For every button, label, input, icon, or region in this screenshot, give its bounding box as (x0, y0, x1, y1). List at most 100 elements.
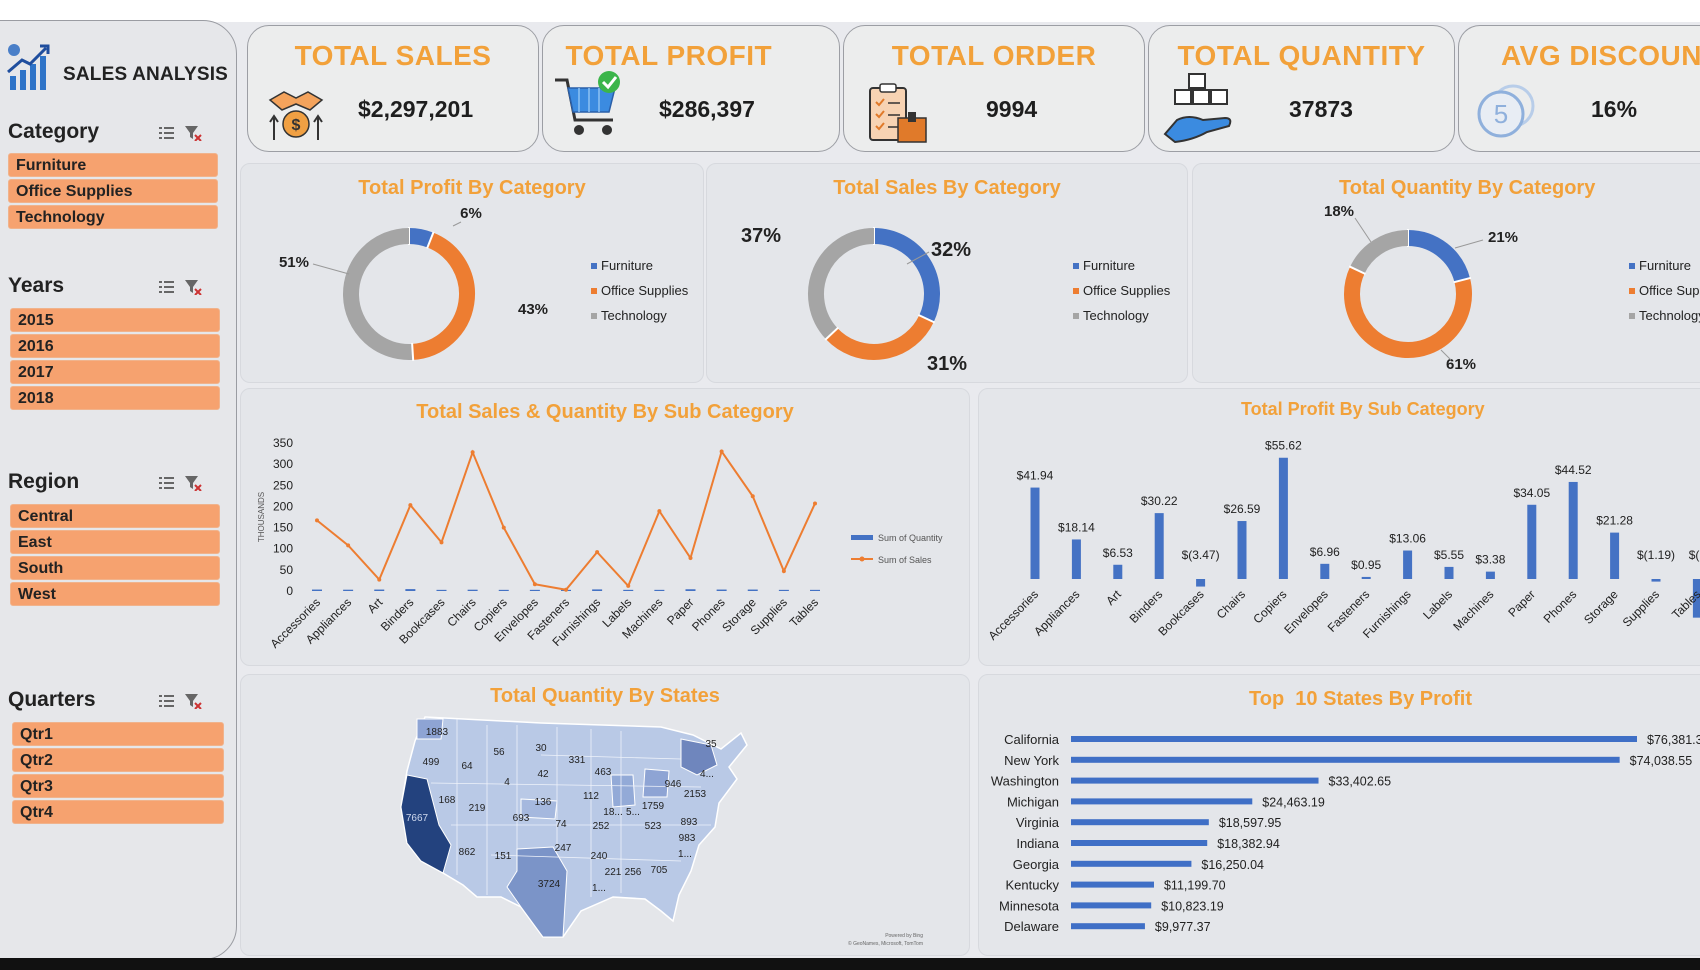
state-profit-bar[interactable] (1071, 736, 1637, 742)
slicer-item-qtr3[interactable]: Qtr3 (12, 774, 224, 798)
quantity-bar[interactable] (747, 589, 758, 591)
sales-point[interactable] (595, 550, 600, 555)
multi-select-icon[interactable] (158, 475, 176, 491)
state-new-york[interactable] (680, 738, 718, 776)
profit-bar[interactable] (1237, 521, 1247, 579)
quantity-bar[interactable] (436, 589, 447, 591)
sales-point[interactable] (750, 494, 755, 499)
quantity-bar[interactable] (716, 589, 727, 591)
donut-slice-furniture[interactable] (873, 228, 940, 323)
profit-bar[interactable] (1651, 579, 1661, 582)
quantity-bar[interactable] (498, 589, 509, 591)
donut-slice-office-supplies[interactable] (825, 314, 934, 360)
sales-line[interactable] (316, 449, 816, 591)
profit-bar[interactable] (1444, 566, 1454, 579)
sales-point[interactable] (501, 525, 506, 530)
donut-slice-office-supplies[interactable] (1344, 266, 1472, 358)
profit-bar[interactable] (1320, 563, 1330, 579)
state-texas[interactable] (506, 846, 568, 938)
state-profit-bar[interactable] (1071, 756, 1620, 763)
multi-select-icon[interactable] (158, 279, 176, 295)
slicer-item-central[interactable]: Central (10, 504, 220, 528)
profit-bar[interactable] (1154, 513, 1164, 579)
quantity-bar[interactable] (529, 589, 540, 591)
sales-point[interactable] (657, 509, 662, 514)
sales-point[interactable] (719, 449, 724, 454)
slicer-item-south[interactable]: South (10, 556, 220, 580)
quantity-bar[interactable] (810, 589, 820, 591)
state-washington[interactable] (416, 718, 444, 740)
donut-slice-technology[interactable] (1350, 230, 1409, 274)
profit-bar[interactable] (1692, 579, 1700, 618)
profit-bar[interactable] (1403, 550, 1413, 579)
donut-slice-furniture[interactable] (408, 228, 434, 248)
profit-bar[interactable] (1030, 487, 1040, 579)
slicer-item-office-supplies[interactable]: Office Supplies (8, 179, 218, 203)
quantity-bar[interactable] (467, 589, 478, 591)
donut-slice-office-supplies[interactable] (411, 232, 475, 360)
multi-select-icon[interactable] (158, 693, 176, 709)
state-profit-bar[interactable] (1071, 840, 1208, 846)
slicer-item-east[interactable]: East (10, 530, 220, 554)
profit-bar[interactable] (1568, 481, 1578, 579)
clear-filter-icon[interactable] (184, 125, 202, 141)
clear-filter-icon[interactable] (184, 279, 202, 295)
slicer-item-qtr4[interactable]: Qtr4 (12, 800, 224, 824)
sales-point[interactable] (781, 569, 786, 574)
slicer-item-2015[interactable]: 2015 (10, 308, 220, 332)
sales-point[interactable] (439, 540, 444, 545)
quantity-bar[interactable] (778, 589, 789, 591)
quantity-bar[interactable] (623, 589, 634, 591)
quantity-bar[interactable] (685, 589, 696, 591)
us-map[interactable] (400, 716, 748, 938)
sales-point[interactable] (408, 503, 413, 508)
state-california[interactable] (400, 774, 452, 874)
clear-filter-icon[interactable] (184, 693, 202, 709)
slicer-item-furniture[interactable]: Furniture (8, 153, 218, 177)
sales-point[interactable] (346, 543, 351, 548)
state-profit-bar[interactable] (1071, 798, 1253, 805)
multi-select-icon[interactable] (158, 125, 176, 141)
slicer-item-2017[interactable]: 2017 (10, 360, 220, 384)
slicer-item-west[interactable]: West (10, 582, 220, 606)
quantity-bar[interactable] (592, 589, 603, 591)
profit-bar[interactable] (1113, 564, 1123, 579)
clear-filter-icon[interactable] (184, 475, 202, 491)
state-profit-bar[interactable] (1071, 902, 1152, 909)
donut-slice-technology[interactable] (808, 228, 875, 340)
sales-point[interactable] (315, 518, 319, 523)
quantity-bar[interactable] (343, 589, 354, 591)
state-profit-bar[interactable] (1071, 819, 1209, 826)
slicer-item-2016[interactable]: 2016 (10, 334, 220, 358)
state-profit-bar[interactable] (1071, 860, 1192, 867)
sales-point[interactable] (470, 450, 475, 455)
sales-point[interactable] (377, 577, 382, 582)
slicer-item-qtr1[interactable]: Qtr1 (12, 722, 224, 746)
sales-point[interactable] (626, 583, 631, 588)
profit-bar[interactable] (1610, 532, 1620, 579)
profit-bar[interactable] (1361, 576, 1371, 579)
profit-bar[interactable] (1278, 457, 1288, 579)
profit-bar[interactable] (1485, 571, 1495, 579)
quantity-bar[interactable] (312, 589, 322, 591)
state-ohio[interactable] (642, 768, 670, 798)
slicer-item-technology[interactable]: Technology (8, 205, 218, 229)
slicer-item-qtr2[interactable]: Qtr2 (12, 748, 224, 772)
profit-bar[interactable] (1527, 504, 1537, 579)
state-profit-bar[interactable] (1071, 881, 1154, 888)
state-colorado[interactable] (520, 798, 558, 820)
profit-bar[interactable] (1196, 579, 1206, 587)
donut-slice-furniture[interactable] (1407, 230, 1470, 283)
quantity-bar[interactable] (374, 589, 385, 591)
profit-bar[interactable] (1071, 539, 1081, 579)
donut-slice-technology[interactable] (343, 228, 414, 360)
sales-point[interactable] (688, 556, 693, 561)
state-profit-bar[interactable] (1071, 777, 1319, 784)
sales-point[interactable] (564, 587, 568, 592)
state-profit-bar[interactable] (1071, 923, 1145, 930)
quantity-bar[interactable] (654, 589, 665, 591)
sales-point[interactable] (532, 582, 537, 587)
sales-point[interactable] (813, 501, 817, 506)
state-illinois[interactable] (610, 774, 636, 808)
quantity-bar[interactable] (405, 589, 416, 591)
